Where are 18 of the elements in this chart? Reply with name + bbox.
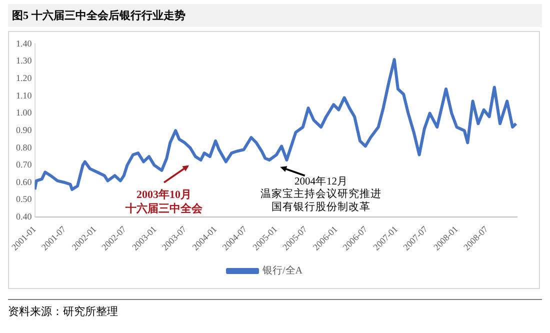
y-tick-label: 0.60 bbox=[16, 176, 32, 187]
legend-label: 银行/全A bbox=[262, 264, 304, 277]
annotation: 十六届三中全会 bbox=[124, 202, 204, 215]
annotation: 2004年12月 bbox=[294, 175, 348, 188]
y-tick-label: 1.40 bbox=[16, 38, 32, 48]
y-tick-label: 1.00 bbox=[16, 108, 32, 118]
y-tick-label: 0.90 bbox=[16, 124, 32, 135]
y-tick-label: 0.50 bbox=[16, 194, 32, 204]
annotation: 温家宝主持会议研究推进国有银行股份制改革 bbox=[260, 187, 382, 214]
y-tick-label: 0.80 bbox=[16, 142, 32, 152]
y-tick-label: 1.10 bbox=[16, 90, 32, 100]
y-tick-label: 1.30 bbox=[16, 56, 32, 66]
chart-title: 图5 十六届三中全会后银行行业走势 bbox=[8, 4, 542, 27]
y-tick-label: 0.70 bbox=[16, 160, 32, 170]
y-tick-label: 1.20 bbox=[16, 72, 32, 83]
annotation: 2003年10月 bbox=[136, 188, 192, 202]
text: 资料来源：研究所整理 bbox=[8, 304, 119, 319]
y-tick-label: 0.40 bbox=[16, 212, 32, 222]
